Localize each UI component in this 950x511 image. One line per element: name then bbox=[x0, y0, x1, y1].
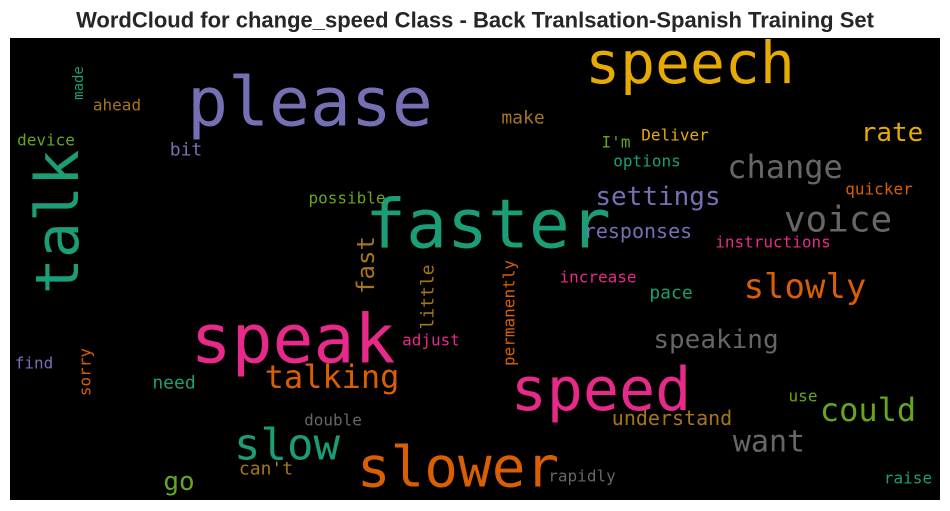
word: can't bbox=[239, 459, 293, 480]
word: settings bbox=[595, 182, 720, 212]
word: pace bbox=[649, 283, 692, 304]
word: rapidly bbox=[548, 467, 616, 486]
word: slow bbox=[234, 420, 340, 471]
word: fast bbox=[352, 236, 380, 294]
word: raise bbox=[884, 469, 932, 488]
word: increase bbox=[559, 268, 636, 287]
word: Deliver bbox=[641, 126, 709, 145]
word: faster bbox=[365, 186, 611, 265]
word: speaking bbox=[653, 325, 778, 355]
word: little bbox=[418, 264, 439, 329]
word: use bbox=[789, 387, 818, 406]
word: rate bbox=[861, 118, 924, 148]
word: need bbox=[152, 373, 195, 394]
word: slower bbox=[357, 436, 559, 501]
word: ahead bbox=[93, 96, 141, 115]
word: I'm bbox=[602, 133, 631, 152]
word: please bbox=[187, 64, 433, 143]
word: change bbox=[727, 148, 843, 186]
cloud-background bbox=[10, 38, 940, 500]
word: made bbox=[71, 66, 87, 100]
word: understand bbox=[612, 406, 732, 430]
word: speak bbox=[191, 301, 396, 380]
word: quicker bbox=[845, 180, 913, 199]
word: permanently bbox=[500, 260, 519, 366]
chart-title: WordCloud for change_speed Class - Back … bbox=[76, 8, 875, 33]
word: responses bbox=[584, 219, 692, 243]
word: want bbox=[733, 425, 805, 460]
word: options bbox=[613, 152, 680, 171]
word: slowly bbox=[744, 267, 867, 307]
word: bit bbox=[170, 140, 203, 161]
word: speed bbox=[511, 355, 692, 425]
word: possible bbox=[308, 189, 385, 208]
word: go bbox=[163, 467, 194, 497]
word: instructions bbox=[715, 233, 831, 252]
word: sorry bbox=[76, 348, 95, 397]
word: talk bbox=[23, 150, 93, 295]
word: talking bbox=[265, 358, 400, 396]
word: double bbox=[304, 411, 362, 430]
word: adjust bbox=[402, 331, 460, 350]
word: device bbox=[17, 131, 75, 150]
word: could bbox=[820, 391, 916, 429]
word: speech bbox=[585, 29, 795, 97]
word: make bbox=[501, 108, 544, 129]
word: voice bbox=[784, 200, 892, 241]
word: find bbox=[15, 354, 54, 373]
